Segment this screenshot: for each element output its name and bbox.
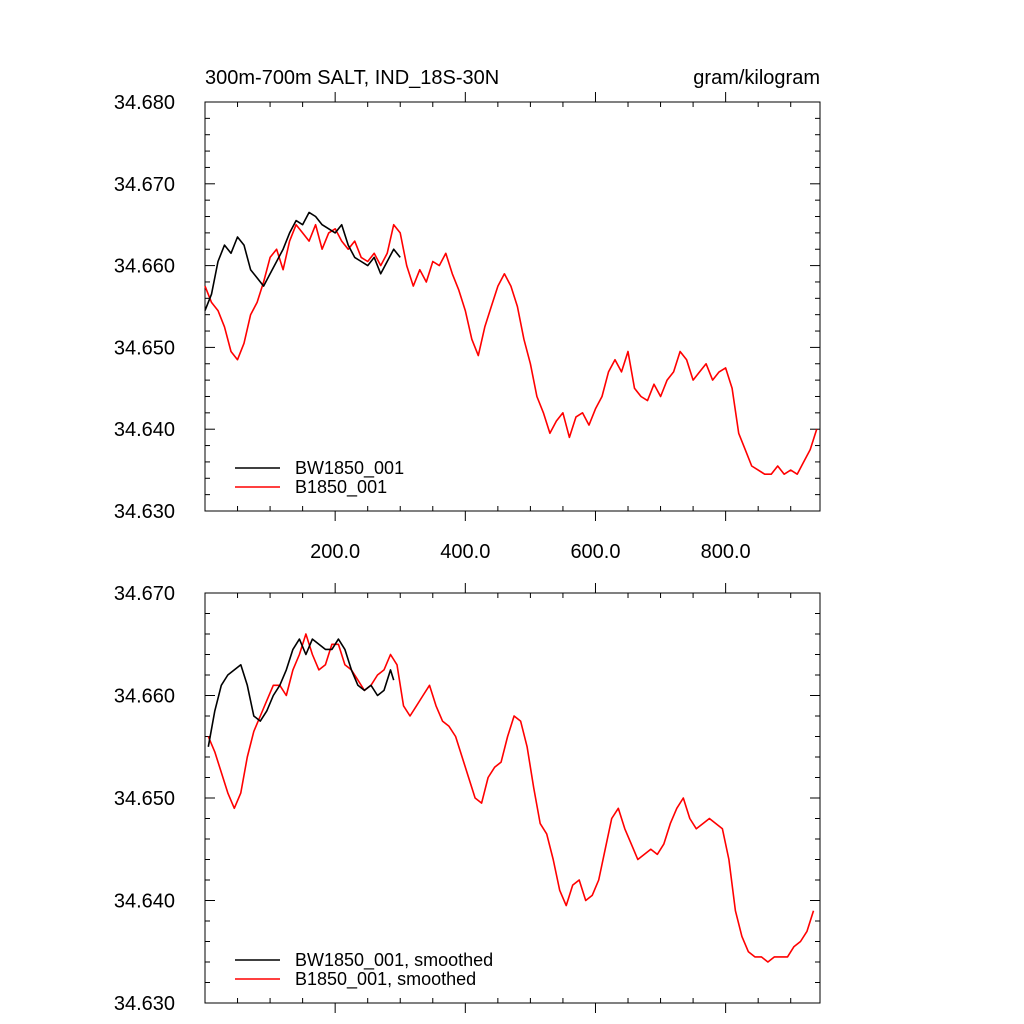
top-panel: 300m-700m SALT, IND_18S-30N gram/kilogra…: [114, 67, 821, 563]
y-tick-label: 34.660: [114, 256, 175, 278]
legend-label: BW1850_001, smoothed: [295, 950, 493, 971]
plot-frame: [204, 592, 821, 1004]
y-tick-label: 34.680: [114, 92, 175, 114]
x-tick-label: 400.0: [440, 541, 490, 563]
series-line-bw1850-001: [204, 211, 401, 311]
series-line-b1850-001: [204, 223, 818, 476]
y-tick-label: 34.660: [114, 686, 175, 708]
bottom-panel: 34.630 34.640 34.650 34.660 34.670 BW1850_001…: [114, 583, 821, 1015]
legend-label: BW1850_001: [295, 458, 404, 479]
units-label: gram/kilogram: [693, 67, 820, 89]
y-tick-label: 34.650: [114, 337, 175, 359]
bottom-plot-area: 34.630 34.640 34.650 34.660 34.670 BW1850_001…: [114, 583, 821, 1015]
series-line-bw1850-001-smoothed: [207, 638, 395, 747]
x-tick-label: 600.0: [570, 541, 620, 563]
y-tick-label: 34.670: [114, 174, 175, 196]
plot-frame: [204, 101, 821, 512]
legend-label: B1850_001, smoothed: [295, 969, 476, 990]
y-tick-label: 34.630: [114, 501, 175, 523]
chart-title: 300m-700m SALT, IND_18S-30N: [205, 67, 499, 89]
x-tick-label: 800.0: [701, 541, 751, 563]
y-tick-label: 34.630: [114, 993, 175, 1015]
top-plot-area: 34.630 34.640 34.650 34.660 34.670 34.680 200.…: [114, 92, 821, 563]
x-tick-label: 200.0: [310, 541, 360, 563]
y-tick-label: 34.640: [114, 891, 175, 913]
y-tick-label: 34.650: [114, 788, 175, 810]
y-tick-label: 34.640: [114, 419, 175, 441]
y-tick-label: 34.670: [114, 583, 175, 605]
legend-label: B1850_001: [295, 477, 387, 498]
series-line-b1850-001-smoothed: [207, 633, 815, 963]
